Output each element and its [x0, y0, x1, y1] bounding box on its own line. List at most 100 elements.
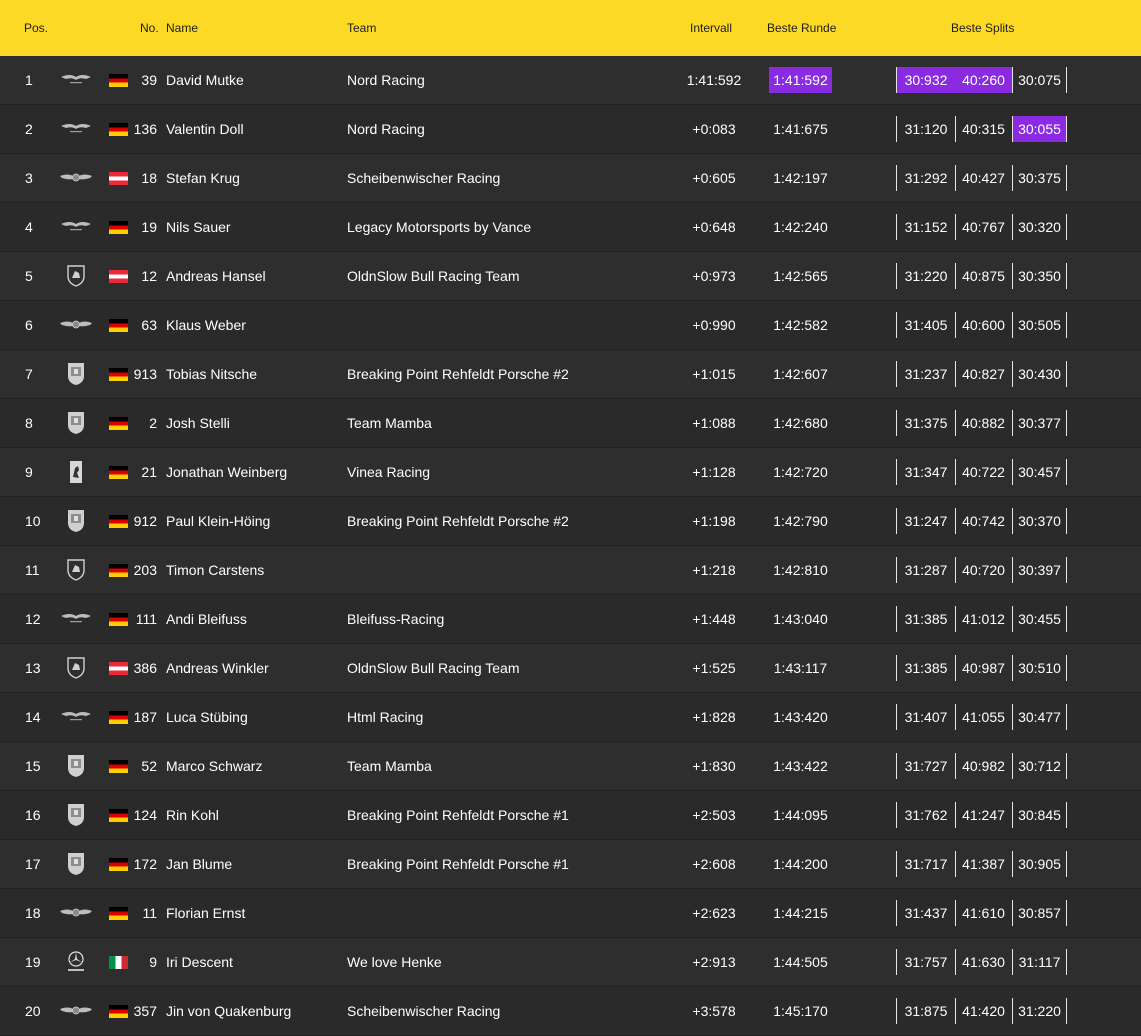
table-row[interactable]: 19 9 Iri Descent We love Henke +2:913 1:44:50… — [0, 938, 1141, 987]
flag-de-icon — [109, 221, 128, 234]
split-2: 40:882 — [955, 410, 1013, 436]
split-2: 40:600 — [955, 312, 1013, 338]
flag-de-icon — [109, 368, 128, 381]
table-row[interactable]: 2 136 Valentin Doll Nord Racing +0:083 1:41:6… — [0, 105, 1141, 154]
car-number: 913 — [133, 366, 157, 382]
split-2: 40:982 — [955, 753, 1013, 779]
interval: +1:830 — [692, 758, 736, 774]
table-row[interactable]: 10 912 Paul Klein-Höing Breaking Point Rehf… — [0, 497, 1141, 546]
position: 10 — [25, 513, 41, 529]
driver-name: Nils Sauer — [166, 219, 231, 235]
table-row[interactable]: 5 12 Andreas Hansel OldnSlow Bull Racing Te… — [0, 252, 1141, 301]
table-row[interactable]: 9 21 Jonathan Weinberg Vinea Racing +1:128 1:… — [0, 448, 1141, 497]
table-row[interactable]: 12 111 Andi Bleifuss Bleifuss-Racing +1:448 1… — [0, 595, 1141, 644]
car-number: 187 — [133, 709, 157, 725]
car-number: 11 — [142, 905, 157, 921]
best-lap: 1:44:215 — [773, 905, 828, 921]
interval: +1:198 — [692, 513, 736, 529]
split-1: 31:437 — [896, 900, 956, 926]
car-number: 111 — [135, 611, 157, 627]
car-number: 18 — [141, 170, 157, 186]
flag-de-icon — [109, 613, 128, 626]
flag-at-icon — [109, 270, 128, 283]
lamborghini-logo-icon — [60, 264, 92, 288]
split-2: 40:720 — [955, 557, 1013, 583]
table-row[interactable]: 1 39 David Mutke Nord Racing 1:41:592 1:41:59… — [0, 56, 1141, 105]
split-1: 31:292 — [896, 165, 956, 191]
interval: 1:41:592 — [686, 72, 742, 88]
best-lap: 1:42:790 — [773, 513, 828, 529]
flag-it-icon — [109, 956, 128, 969]
split-1: 31:120 — [896, 116, 956, 142]
best-lap: 1:41:592 — [769, 67, 832, 93]
car-number: 19 — [141, 219, 157, 235]
position: 7 — [25, 366, 33, 382]
split-1: 31:385 — [896, 655, 956, 681]
table-row[interactable]: 7 913 Tobias Nitsche Breaking Point Rehfeld… — [0, 350, 1141, 399]
flag-de-icon — [109, 1005, 128, 1018]
car-number: 203 — [133, 562, 157, 578]
table-row[interactable]: 13 386 Andreas Winkler OldnSlow Bull Racing… — [0, 644, 1141, 693]
driver-name: Jin von Quakenburg — [166, 1003, 292, 1019]
driver-name: Stefan Krug — [166, 170, 240, 186]
table-row[interactable]: 15 52 Marco Schwarz Team Mamba +1:830 1:43:42… — [0, 742, 1141, 791]
table-row[interactable]: 16 124 Rin Kohl Breaking Point Rehfeldt Por… — [0, 791, 1141, 840]
split-1: 31:220 — [896, 263, 956, 289]
header-interval: Intervall — [690, 21, 733, 35]
table-row[interactable]: 14 187 Luca Stübing Html Racing +1:828 1:43:4… — [0, 693, 1141, 742]
split-2: 40:827 — [955, 361, 1013, 387]
position: 8 — [25, 415, 33, 431]
table-row[interactable]: 17 172 Jan Blume Breaking Point Rehfeldt Po… — [0, 840, 1141, 889]
interval: +1:448 — [692, 611, 736, 627]
aston-martin-logo-icon — [60, 705, 92, 729]
position: 12 — [25, 611, 41, 627]
split-2: 41:012 — [955, 606, 1013, 632]
table-row[interactable]: 6 63 Klaus Weber +0:990 1:42:582 31:405 40:600… — [0, 301, 1141, 350]
split-2: 41:420 — [955, 998, 1013, 1024]
table-row[interactable]: 3 18 Stefan Krug Scheibenwischer Racing +0:6… — [0, 154, 1141, 203]
split-3: 30:055 — [1013, 116, 1067, 142]
flag-de-icon — [109, 809, 128, 822]
aston-martin-logo-icon — [60, 68, 92, 92]
table-row[interactable]: 18 11 Florian Ernst +2:623 1:44:215 31:437 41:… — [0, 889, 1141, 938]
team-name: Team Mamba — [347, 758, 432, 774]
table-row[interactable]: 20 357 Jin von Quakenburg Scheibenwischer R… — [0, 987, 1141, 1036]
split-1: 31:407 — [896, 704, 956, 730]
table-row[interactable]: 4 19 Nils Sauer Legacy Motorsports by Vance… — [0, 203, 1141, 252]
table-row[interactable]: 8 2 Josh Stelli Team Mamba +1:088 1:42:680 31:… — [0, 399, 1141, 448]
interval: +1:128 — [692, 464, 736, 480]
split-2: 40:315 — [955, 116, 1013, 142]
header-pos: Pos. — [24, 21, 49, 35]
best-lap: 1:42:240 — [773, 219, 828, 235]
table-row[interactable]: 11 203 Timon Carstens +1:218 1:42:810 31:287 4… — [0, 546, 1141, 595]
header-no: No. — [140, 21, 159, 35]
position: 4 — [25, 219, 33, 235]
best-lap: 1:42:582 — [773, 317, 828, 333]
interval: +1:218 — [692, 562, 736, 578]
split-3: 30:845 — [1013, 802, 1067, 828]
driver-name: Josh Stelli — [166, 415, 230, 431]
split-1: 31:152 — [896, 214, 956, 240]
driver-name: Marco Schwarz — [166, 758, 263, 774]
split-3: 30:370 — [1013, 508, 1067, 534]
flag-de-icon — [109, 515, 128, 528]
best-lap: 1:43:117 — [773, 660, 828, 676]
aston-martin-logo-icon — [60, 607, 92, 631]
split-1: 31:385 — [896, 606, 956, 632]
flag-de-icon — [109, 319, 128, 332]
car-number: 12 — [141, 268, 157, 284]
best-lap: 1:42:720 — [773, 464, 828, 480]
car-number: 21 — [141, 464, 157, 480]
team-name: Breaking Point Rehfeldt Porsche #2 — [347, 513, 569, 529]
porsche-logo-icon — [60, 852, 92, 876]
split-3: 30:510 — [1013, 655, 1067, 681]
best-lap: 1:42:197 — [773, 170, 828, 186]
porsche-logo-icon — [60, 362, 92, 386]
header-best-splits: Beste Splits — [951, 21, 1015, 35]
team-name: Breaking Point Rehfeldt Porsche #2 — [347, 366, 569, 382]
best-lap: 1:44:200 — [773, 856, 828, 872]
best-lap: 1:45:170 — [773, 1003, 828, 1019]
bentley-logo-icon — [60, 313, 92, 337]
team-name: OldnSlow Bull Racing Team — [347, 660, 520, 676]
split-1: 31:375 — [896, 410, 956, 436]
